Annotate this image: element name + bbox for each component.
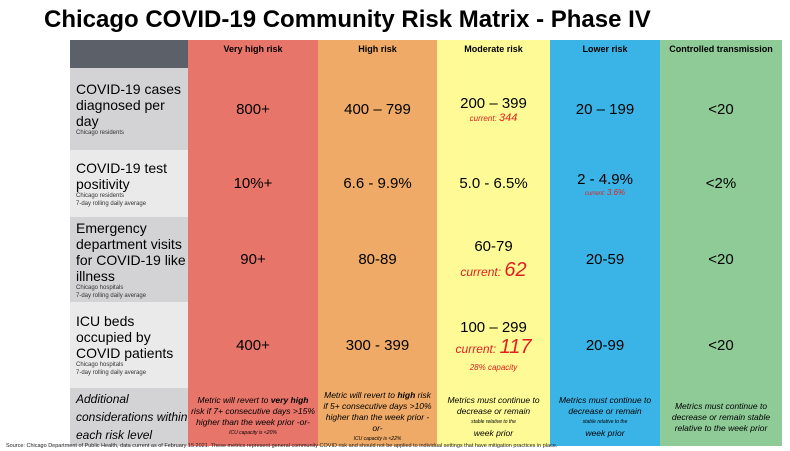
row-label-considerations: Additional considerations within each ri… — [70, 388, 188, 446]
row-label-ed-visits: Emergency department visits for COVID-19… — [70, 217, 188, 302]
cell: <2% — [660, 150, 782, 217]
cell: 400 – 799 — [318, 68, 437, 150]
cell: 20-99 — [550, 302, 660, 388]
cell: 800+ — [188, 68, 318, 150]
cell: 300 - 399 — [318, 302, 437, 388]
cell: <20 — [660, 68, 782, 150]
cell: 2 - 4.9% current: 3.6% — [550, 150, 660, 217]
cell: 90+ — [188, 217, 318, 302]
col-very-high: Very high risk — [188, 40, 318, 68]
cell: 400+ — [188, 302, 318, 388]
col-high: High risk — [318, 40, 437, 68]
header-corner — [70, 40, 188, 68]
cell: Metrics must continue to decrease or rem… — [550, 388, 660, 446]
cell: 20-59 — [550, 217, 660, 302]
row-label-icu: ICU beds occupied by COVID patients Chica… — [70, 302, 188, 388]
cell: 60-79 current: 62 — [437, 217, 550, 302]
risk-matrix: Very high risk High risk Moderate risk L… — [70, 40, 782, 446]
cell: 200 – 399 current: 344 — [437, 68, 550, 150]
cell: Metric will revert to high risk if 5+ co… — [318, 388, 437, 446]
cell: 5.0 - 6.5% — [437, 150, 550, 217]
cell: <20 — [660, 217, 782, 302]
cell: 10%+ — [188, 150, 318, 217]
cell: Metrics must continue to decrease or rem… — [437, 388, 550, 446]
row-label-cases: COVID-19 cases diagnosed per day Chicago … — [70, 68, 188, 150]
cell: 6.6 - 9.9% — [318, 150, 437, 217]
row-label-positivity: COVID-19 test positivity Chicago resident… — [70, 150, 188, 217]
page-title: Chicago COVID-19 Community Risk Matrix -… — [44, 6, 651, 33]
cell: 100 – 299 current: 117 28% capacity — [437, 302, 550, 388]
col-moderate: Moderate risk — [437, 40, 550, 68]
cell: Metric will revert to very high risk if … — [188, 388, 318, 446]
cell: Metrics must continue to decrease or rem… — [660, 388, 782, 446]
cell: 80-89 — [318, 217, 437, 302]
source-note: Source: Chicago Department of Public Hea… — [6, 443, 558, 449]
cell: 20 – 199 — [550, 68, 660, 150]
col-controlled: Controlled transmission — [660, 40, 782, 68]
col-lower: Lower risk — [550, 40, 660, 68]
cell: <20 — [660, 302, 782, 388]
